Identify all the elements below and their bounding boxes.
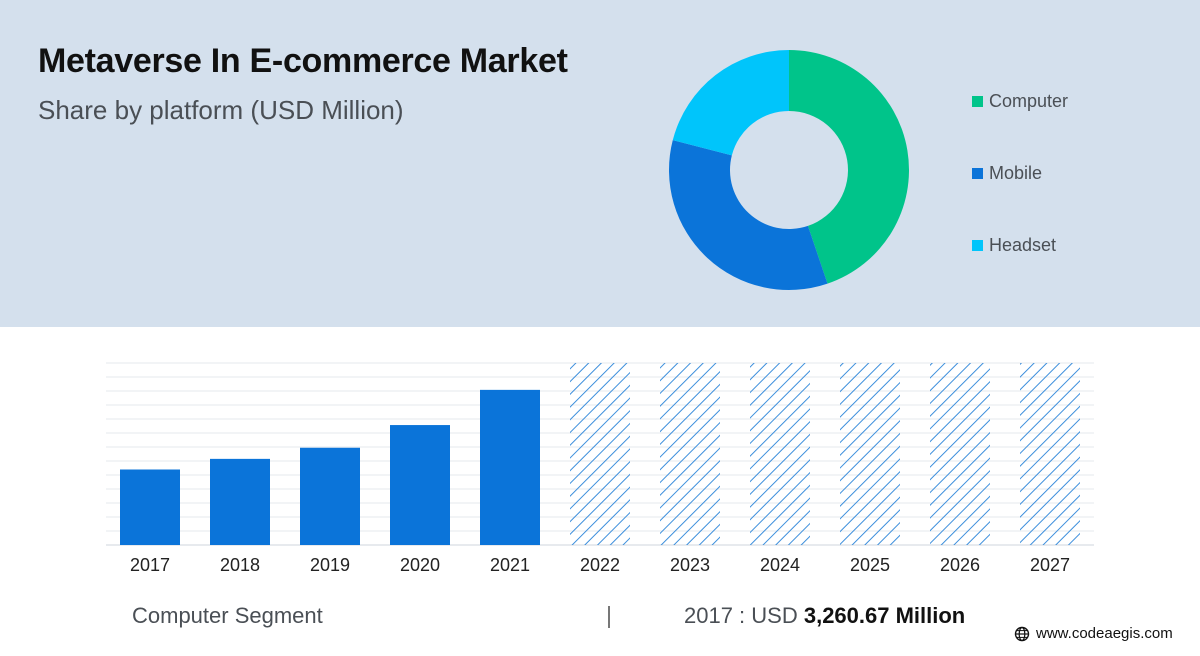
- market-bar-chart: 2017 2018 2019 2020 2021 2022 2023 2024 2025 2026…: [106, 362, 1094, 575]
- x-tick-label: 2026: [940, 555, 980, 575]
- x-tick-label: 2022: [580, 555, 620, 575]
- x-tick-label: 2020: [400, 555, 440, 575]
- donut-slice-headset: [672, 50, 789, 156]
- legend-item-mobile: Mobile: [972, 160, 1068, 186]
- bar-2017: [120, 469, 180, 545]
- legend-label: Mobile: [989, 162, 1043, 183]
- x-tick-label: 2021: [490, 555, 530, 575]
- legend-item-computer: Computer: [972, 88, 1068, 114]
- x-tick-label: 2019: [310, 555, 350, 575]
- segment-stat: 2017 : USD 3,260.67 Million: [684, 603, 965, 629]
- legend-swatch: [972, 95, 983, 107]
- donut-slice-computer: [789, 50, 909, 284]
- segment-stat-prefix: 2017 : USD: [684, 603, 804, 628]
- donut-legend: Computer Mobile Headset: [972, 88, 1068, 304]
- legend-swatch: [972, 167, 983, 179]
- legend-label: Headset: [989, 234, 1057, 255]
- legend-label: Computer: [989, 90, 1069, 111]
- chart-subtitle: Share by platform (USD Million): [38, 95, 404, 125]
- x-tick-label: 2025: [850, 555, 890, 575]
- segment-stat-value: 3,260.67 Million: [803, 603, 966, 628]
- bar-2018: [210, 458, 270, 545]
- x-tick-label: 2018: [220, 555, 260, 575]
- source-link[interactable]: www.codeaegis.com: [1014, 625, 1173, 642]
- footer-divider: [608, 606, 610, 628]
- legend-swatch: [972, 239, 983, 251]
- x-tick-label: 2027: [1030, 555, 1070, 575]
- forecast-bar-2025: [840, 363, 900, 545]
- donut-slice-mobile: [669, 140, 828, 290]
- platform-donut-chart: [669, 50, 909, 290]
- x-tick-label: 2024: [760, 555, 800, 575]
- legend-item-headset: Headset: [972, 232, 1068, 258]
- source-text: www.codeaegis.com: [1036, 625, 1173, 642]
- forecast-bar-2022: [570, 363, 630, 545]
- segment-label: Computer Segment: [132, 603, 323, 628]
- forecast-bar-2024: [750, 363, 810, 545]
- bar-2020: [390, 425, 450, 545]
- chart-title: Metaverse In E-commerce Market: [38, 42, 568, 80]
- bar-2019: [300, 447, 360, 545]
- forecast-bar-2026: [930, 363, 990, 545]
- header-band: [0, 0, 1200, 327]
- globe-icon: [1014, 626, 1030, 641]
- forecast-bar-2023: [660, 363, 720, 545]
- x-tick-label: 2023: [670, 555, 710, 575]
- bar-2021: [480, 389, 540, 545]
- x-tick-label: 2017: [130, 555, 170, 575]
- forecast-bar-2027: [1020, 363, 1080, 545]
